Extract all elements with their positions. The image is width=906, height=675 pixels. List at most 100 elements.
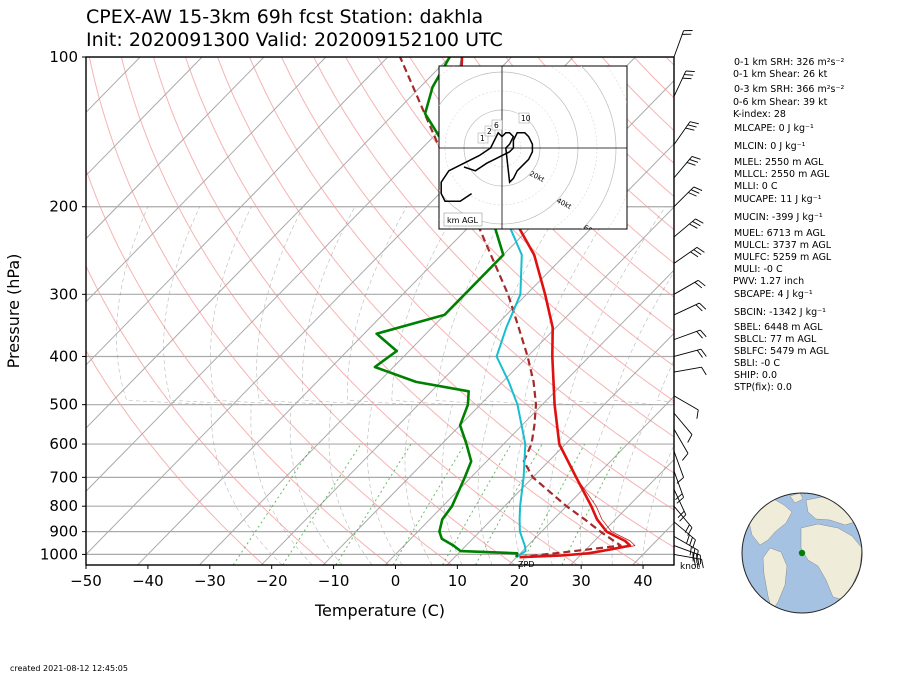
y-tick-label: 700 (49, 468, 78, 486)
index-line: SBLCL: 77 m AGL (734, 334, 817, 345)
wind-barb-flag (696, 331, 703, 339)
wind-barb-flag (695, 304, 703, 312)
wind-barb-flag (690, 189, 700, 194)
index-line: 0-1 km SRH: 326 m²s⁻² (734, 57, 845, 68)
index-line: SHIP: 0.0 (734, 370, 778, 381)
wind-barb-staff (673, 395, 699, 411)
wind-barb-staff (673, 329, 701, 341)
wind-barb-flag (689, 546, 692, 556)
y-tick-label: 900 (49, 523, 78, 541)
y-axis-label: Pressure (hPa) (4, 254, 23, 369)
index-line: PWV: 1.27 inch (733, 276, 805, 287)
mixing-ratio-line (392, 443, 466, 565)
wind-barb-staff (673, 246, 698, 264)
hodograph-height-box (484, 125, 496, 137)
mixing-ratio-line (520, 443, 586, 565)
x-tick-label: 40 (634, 572, 653, 590)
wind-barb-flag (699, 329, 707, 338)
index-line: MULCL: 3737 m AGL (734, 240, 832, 251)
barb-unit-label: knot (680, 562, 700, 572)
dry-adiabat-line (441, 57, 674, 298)
wind-barb-flag (687, 434, 693, 443)
wind-barb-flag (693, 249, 702, 255)
x-tick-label: 20 (510, 572, 529, 590)
wind-barb-staff (673, 30, 684, 58)
wind-barb-staff (673, 279, 699, 295)
station-marker (798, 549, 806, 557)
wind-barb-flag (675, 493, 683, 500)
x-axis-label: Temperature (C) (314, 601, 445, 620)
index-line: SBCAPE: 4 J kg⁻¹ (734, 289, 813, 300)
wind-barb-flag (696, 349, 703, 358)
dry-adiabat-line (377, 57, 674, 367)
hodograph-ring-label: 60kt (582, 224, 600, 239)
wind-barbs (673, 30, 707, 569)
isotherm-line (384, 269, 674, 565)
wind-barb-staff (673, 489, 687, 515)
moist-adiabat-line (642, 359, 674, 565)
wind-barb-flag (693, 557, 697, 567)
dry-adiabat-line (409, 57, 674, 332)
created-timestamp: created 2021-08-12 12:45:05 (10, 664, 128, 673)
wind-barb-staff (673, 366, 702, 373)
x-tick-label: 10 (448, 572, 467, 590)
index-line: SBLFC: 5479 m AGL (734, 346, 829, 357)
isotherm-line (86, 57, 265, 240)
hodograph-height-label: 2 (487, 127, 492, 136)
parcel-profile-line (399, 57, 622, 559)
dry-adiabat-line (473, 57, 674, 264)
wind-barb-flag (689, 159, 699, 163)
wind-barb-flag (685, 70, 695, 73)
moist-adiabat-line (479, 206, 563, 565)
y-tick-label: 500 (49, 396, 78, 414)
wind-barb-staff (673, 505, 693, 528)
index-line: 0-6 km Shear: 39 kt (733, 97, 828, 108)
dry-adiabat-line (86, 349, 264, 565)
x-tick-label: 30 (572, 572, 591, 590)
wind-barb-flag (682, 453, 689, 461)
wind-barb-flag (679, 514, 687, 522)
y-tick-label: 200 (49, 198, 78, 216)
moist-adiabat-line (210, 206, 343, 565)
wind-barb-staff (673, 156, 693, 179)
moist-adiabat-line (524, 206, 614, 565)
index-line: STP(fix): 0.0 (734, 382, 792, 393)
index-line: 0-1 km Shear: 26 kt (733, 69, 828, 80)
mixing-ratio-line (282, 443, 362, 565)
wind-barb-flag (697, 558, 700, 568)
surface-marker-label: ZPD (518, 560, 534, 569)
hodograph-height-label: 6 (494, 121, 499, 130)
axes: −50 −40 −30 −20 −10 0 10 20 30 40 100 200 300 400 500 6… (40, 48, 653, 590)
wind-barb-flag (692, 221, 701, 227)
x-tick-label: 0 (391, 572, 401, 590)
wind-barb-staff (673, 535, 699, 551)
moist-adiabat-line (302, 206, 403, 565)
isotherm-line (446, 332, 674, 565)
wind-barb-staff (673, 412, 693, 435)
dry-adiabat-line (184, 57, 641, 565)
mixing-ratio-line (335, 443, 412, 565)
wind-barb-flag (682, 77, 692, 80)
dry-adiabat-line (88, 57, 453, 565)
wind-barb-flag (676, 497, 684, 504)
isotherm-line (86, 57, 389, 366)
isotherm-line (86, 57, 512, 492)
isotherm-line (86, 57, 203, 177)
dry-adiabat-line (86, 168, 390, 565)
hodograph-height-box (477, 132, 489, 144)
isotherm-line (322, 206, 674, 565)
wind-barb-flag (700, 348, 707, 357)
wind-barb-flag (696, 409, 699, 419)
hodograph-height-box (491, 119, 503, 131)
isotherm-line (570, 458, 674, 565)
y-tick-label: 800 (49, 497, 78, 515)
isotherm-line (508, 395, 674, 565)
wind-barb-flag (689, 537, 693, 546)
index-line: MLEL: 2550 m AGL (734, 157, 824, 168)
wind-barb-flag (701, 559, 704, 569)
wind-barb-staff (673, 186, 695, 208)
wind-barb-flag (696, 246, 705, 253)
wind-barb-flag (694, 281, 703, 289)
dry-adiabat-line (281, 57, 674, 474)
